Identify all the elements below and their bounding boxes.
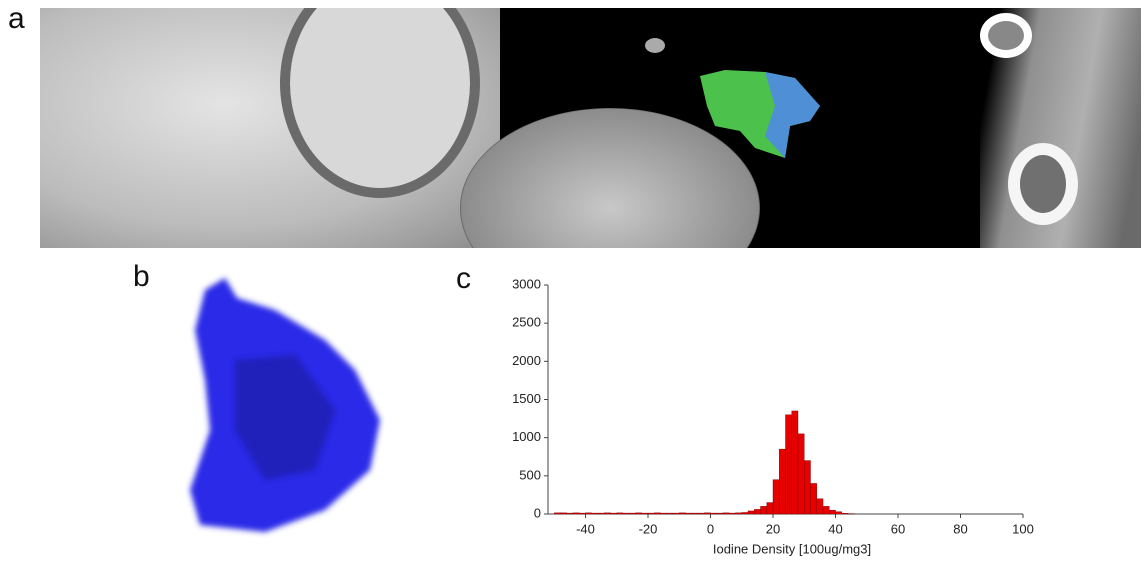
y-tick-label: 1000 — [512, 429, 541, 444]
bar — [754, 509, 761, 515]
bar — [666, 512, 674, 515]
bar — [797, 433, 805, 515]
y-tick-label: 2500 — [512, 315, 541, 330]
y-tick-label: 0 — [534, 505, 541, 520]
x-tick-label: -20 — [639, 521, 658, 536]
x-tick-label: 40 — [828, 521, 842, 536]
x-tick-label: 20 — [766, 521, 780, 536]
bar — [760, 506, 767, 515]
x-tick-label: 60 — [891, 521, 905, 536]
bar — [772, 479, 780, 515]
ct-image — [40, 8, 1141, 248]
bar — [785, 414, 792, 515]
bar — [747, 510, 755, 515]
bar — [579, 512, 586, 515]
bar — [597, 512, 605, 515]
bar — [735, 512, 742, 515]
panel-label: b — [133, 260, 150, 293]
bar — [810, 483, 817, 515]
bar — [835, 511, 842, 515]
bar — [591, 512, 599, 515]
bar — [616, 512, 624, 515]
y-tick-label: 2000 — [512, 353, 541, 368]
bar — [685, 512, 692, 515]
bar — [672, 512, 680, 515]
bar — [560, 512, 567, 515]
bar — [635, 512, 642, 515]
bar — [704, 512, 711, 515]
bar — [554, 512, 561, 515]
bar — [779, 448, 786, 515]
bar — [729, 512, 736, 515]
blob-image — [190, 278, 380, 532]
x-tick-label: 0 — [707, 521, 714, 536]
bar — [829, 509, 836, 515]
bar — [622, 512, 630, 515]
bar — [816, 498, 824, 515]
bar — [716, 512, 724, 515]
bar — [804, 460, 811, 515]
bar — [566, 512, 574, 515]
bar — [841, 513, 849, 515]
histogram-chart: Iodine Density [100ug/mg3] 0500100015002… — [512, 276, 1034, 556]
x-axis-title: Iodine Density [100ug/mg3] — [713, 541, 871, 556]
bar — [604, 512, 611, 515]
bar — [822, 506, 830, 515]
x-tick-label: -40 — [576, 521, 595, 536]
bar — [647, 512, 655, 515]
bar — [654, 512, 661, 515]
bar — [741, 512, 749, 515]
bar — [641, 512, 649, 515]
y-tick-label: 500 — [519, 467, 541, 482]
x-tick-label: 100 — [1012, 521, 1034, 536]
bar — [691, 512, 699, 515]
bar — [610, 512, 617, 515]
bar — [766, 502, 774, 515]
bar — [791, 410, 799, 515]
panel-label: c — [456, 262, 471, 295]
bar — [722, 512, 730, 515]
bar — [710, 512, 717, 515]
bar — [629, 512, 636, 515]
bar — [660, 512, 667, 515]
bar — [697, 512, 705, 515]
iodine-overlay — [700, 70, 820, 158]
bar — [585, 512, 592, 515]
x-tick-label: 80 — [953, 521, 967, 536]
y-tick-label: 1500 — [512, 391, 541, 406]
bar — [572, 512, 580, 515]
panel-label: a — [8, 2, 25, 35]
bar — [679, 512, 686, 515]
y-tick-label: 3000 — [512, 276, 541, 291]
